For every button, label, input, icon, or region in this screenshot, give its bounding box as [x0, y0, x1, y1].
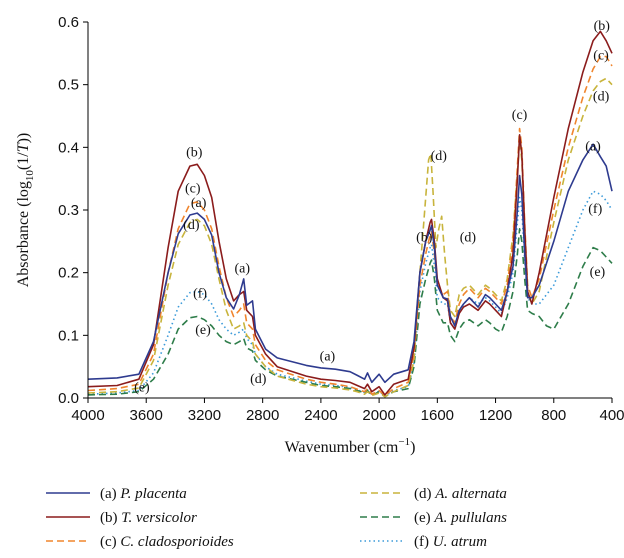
series-line-c	[87, 55, 613, 397]
peak-label: (b)	[186, 146, 203, 161]
peak-label: (a)	[191, 196, 207, 211]
peak-label: (d)	[250, 372, 267, 387]
series-line-a	[87, 143, 613, 384]
legend-item-c: (c) C. cladosporioides	[46, 534, 234, 550]
peak-label: (d)	[460, 230, 477, 245]
y-tick-label: 0.2	[58, 265, 79, 282]
legend-item-e: (e) A. pullulans	[360, 510, 507, 526]
x-tick-label: 2400	[304, 407, 337, 424]
x-tick-label: 3200	[188, 407, 221, 424]
peak-label: (a)	[585, 139, 601, 154]
x-ticks: 4000 3600 3200 2800 2400 2000 1600 1200 800 400	[71, 398, 624, 424]
x-tick-label: 4000	[71, 407, 104, 424]
y-tick-label: 0.3	[58, 202, 79, 219]
peak-label: (b)	[416, 230, 433, 245]
x-tick-label: 800	[541, 407, 566, 424]
y-tick-label: 0.1	[58, 327, 79, 344]
axes	[87, 22, 612, 399]
y-tick-label: 0.4	[58, 139, 79, 156]
peak-labels: (b)(c)(a)(d)(f)(e)(a)(d)(e)(a)(b)(d)(d)(…	[134, 19, 610, 396]
peak-label: (b)	[594, 19, 611, 34]
peak-label: (f)	[193, 287, 207, 302]
y-tick-label: 0.5	[58, 77, 79, 94]
x-tick-label: 2000	[362, 407, 395, 424]
legend: (a) P. placenta (b) T. versicolor (c) C. c…	[46, 486, 507, 550]
plot-area	[87, 30, 613, 398]
y-ticks: 0.0 0.1 0.2 0.3 0.4 0.5 0.6	[58, 14, 88, 407]
x-tick-label: 2800	[246, 407, 279, 424]
legend-label: (b) T. versicolor	[100, 510, 197, 526]
peak-label: (f)	[588, 202, 602, 217]
x-tick-label: 1200	[479, 407, 512, 424]
legend-item-f: (f) U. atrum	[360, 534, 487, 550]
series-line-e	[87, 228, 613, 398]
x-tick-label: 400	[599, 407, 624, 424]
y-tick-label: 0.0	[58, 390, 79, 407]
x-tick-label: 1600	[421, 407, 454, 424]
series-line-d	[87, 77, 613, 398]
y-tick-label: 0.6	[58, 14, 79, 31]
peak-label: (d)	[593, 89, 610, 104]
legend-item-b: (b) T. versicolor	[46, 510, 197, 526]
peak-label: (e)	[590, 265, 606, 280]
legend-item-a: (a) P. placenta	[46, 486, 187, 502]
legend-label: (a) P. placenta	[100, 486, 187, 502]
peak-label: (a)	[320, 349, 336, 364]
x-axis-label: Wavenumber (cm−1)	[285, 436, 416, 456]
legend-item-d: (d) A. alternata	[360, 486, 507, 502]
legend-label: (d) A. alternata	[414, 486, 507, 502]
peak-label: (c)	[185, 181, 201, 196]
peak-label: (e)	[195, 323, 211, 338]
y-axis-label: Absorbance (log10(1/T))	[15, 133, 36, 288]
legend-label: (f) U. atrum	[414, 534, 487, 550]
peak-label: (a)	[235, 262, 251, 277]
x-tick-label: 3600	[130, 407, 163, 424]
peak-label: (d)	[431, 149, 448, 164]
peak-label: (c)	[593, 49, 609, 64]
peak-label: (c)	[512, 108, 528, 123]
peak-label: (e)	[134, 381, 150, 396]
peak-label: (d)	[183, 218, 200, 233]
legend-label: (c) C. cladosporioides	[100, 534, 234, 550]
legend-label: (e) A. pullulans	[414, 510, 507, 526]
